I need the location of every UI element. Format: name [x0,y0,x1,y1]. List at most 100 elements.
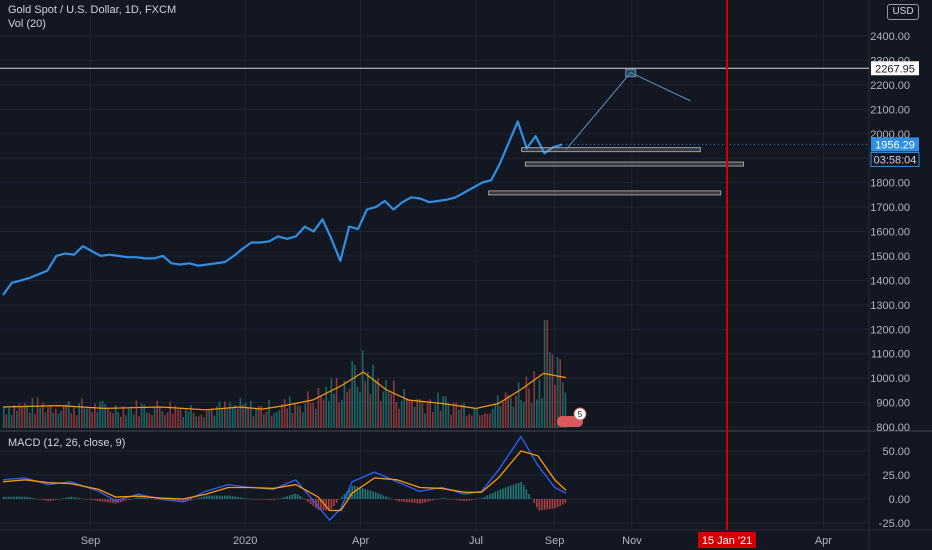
volume-bar [460,404,463,428]
macd-histogram-bar [426,499,429,502]
volume-bar [260,405,262,428]
volume-bar [52,412,54,428]
volume-bar [354,364,356,428]
volume-bar [221,409,223,428]
drawing-overlays[interactable]: 5 [0,0,869,530]
volume-bar [463,403,465,428]
volume-bar [395,401,398,428]
macd-histogram-bar [10,496,13,499]
support-zone-box[interactable] [488,190,722,196]
volume-bar [372,364,374,428]
macd-histogram-bar [504,487,507,499]
volume-label: Vol (20) [8,18,46,30]
macd-histogram-bar [322,499,325,511]
time-tick-label: Nov [622,535,642,547]
macd-histogram-bar [512,484,515,499]
macd-histogram-bar [291,494,294,499]
volume-bar [562,382,564,428]
volume-bar [348,388,351,428]
volume-bar [302,412,304,428]
time-tick-label: Sep [81,535,101,547]
volume-bar [151,415,153,428]
volume-bar [99,401,101,428]
time-tick-label: Apr [352,535,369,547]
macd-histogram-bar [481,497,483,499]
volume-bar [320,395,322,428]
macd-histogram-bar [146,497,148,499]
macd-histogram-bar [224,495,226,499]
macd-histogram-bar [36,499,39,500]
volume-bar [94,403,96,428]
macd-histogram-bar [416,499,418,504]
volume-bar [65,403,67,428]
macd-histogram-bar [387,497,390,499]
support-zone-box[interactable] [521,147,701,153]
volume-bar [473,408,476,428]
macd-histogram-bar [395,499,398,501]
macd-histogram-bar [515,483,517,499]
volume-bar [296,405,299,428]
support-zone-box[interactable] [524,161,745,167]
volume-bar [148,413,151,428]
volume-bar [44,412,47,428]
volume-bar [458,409,460,428]
volume-bar [255,409,257,428]
macd-histogram-bar [372,491,374,499]
price-tick-label: 1600.00 [870,227,910,239]
event-count-badge[interactable] [573,407,587,421]
volume-bar [426,402,429,428]
macd-histogram-bar [49,499,52,501]
volume-bar [216,406,218,428]
macd-histogram-bar [39,499,41,500]
macd-histogram-bar [356,486,359,499]
price-tick-label: 2200.00 [870,80,910,92]
macd-histogram-bar [471,499,473,501]
macd-line[interactable] [2,435,567,522]
volume-bar [559,359,561,428]
price-axis[interactable]: 2400.002300.002200.002100.002000.001900.… [870,31,920,530]
projection-path[interactable] [565,72,691,150]
price-pane[interactable] [2,120,869,296]
macd-histogram-bar [499,489,502,499]
volume-bar [452,402,455,428]
volume-bar [564,392,567,428]
volume-bar [57,414,60,428]
volume-bar [494,405,496,428]
volume-bar [400,400,403,428]
macd-histogram-bar [549,499,551,509]
projection-target-box[interactable] [625,69,637,78]
volume-bar [198,416,200,428]
volume-bar [335,377,338,428]
macd-histogram-bar [68,497,70,499]
volume-bar [140,403,143,428]
macd-histogram-bar [281,497,283,499]
macd-histogram-bar [70,496,73,499]
macd-tick-label: 50.00 [882,446,910,458]
macd-histogram-bar [16,496,18,499]
volume-bar [34,413,36,428]
macd-histogram-bar [361,488,364,499]
macd-pane[interactable] [2,435,567,522]
price-series-line[interactable] [2,120,563,296]
volume-bar [218,401,221,428]
volume-bar [398,408,400,428]
volume-bar [276,411,278,428]
macd-histogram-bar [460,499,463,501]
macd-tick-label: 25.00 [882,470,910,482]
volume-bar [549,351,551,428]
volume-bar [351,361,353,428]
volume-bar [517,382,520,428]
volume-bar [166,412,169,428]
macd-histogram-bar [117,499,119,504]
macd-histogram-bar [489,494,491,499]
currency-button[interactable]: USD [887,4,919,20]
signal-line[interactable] [2,450,567,512]
time-axis[interactable]: Sep 2020 Apr Jul Sep Nov 15 Jan '21 Apr [81,532,833,548]
macd-histogram-bar [268,499,270,500]
volume-bar [533,371,535,428]
volume-bar [21,406,23,428]
macd-histogram-bar [484,496,486,499]
volume-bar [177,409,179,428]
macd-histogram-bar [338,499,340,500]
